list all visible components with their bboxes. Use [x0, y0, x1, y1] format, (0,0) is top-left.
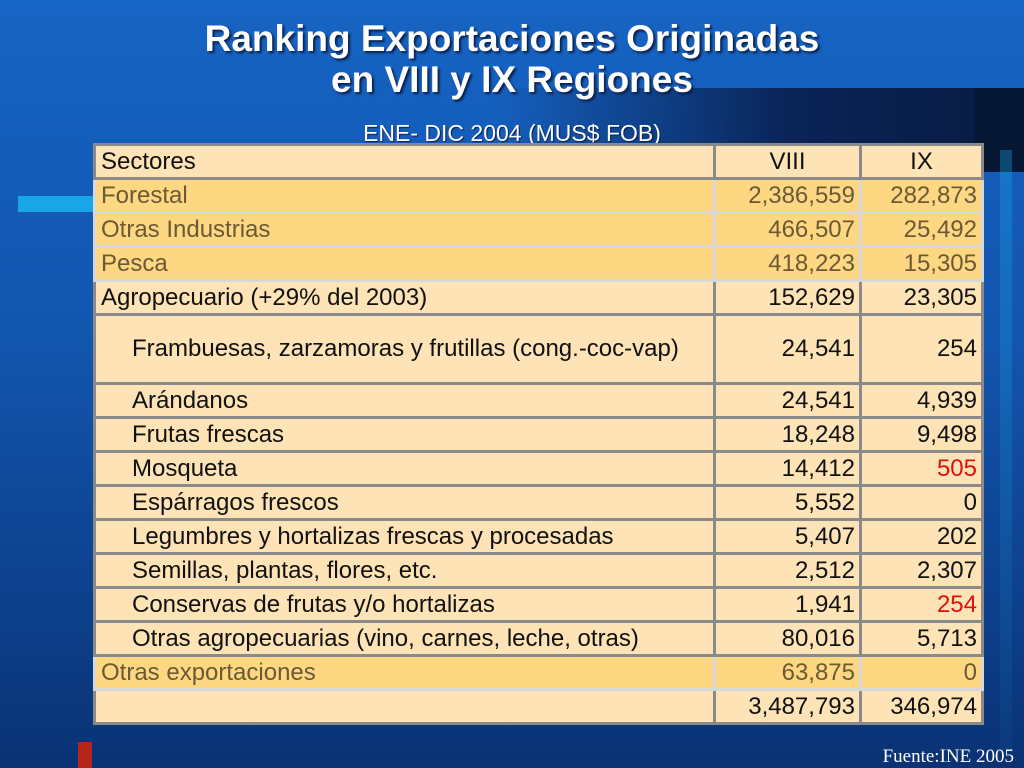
ix-cell: 0 [859, 654, 984, 691]
sector-cell: Semillas, plantas, flores, etc. [93, 552, 716, 589]
ix-total-cell: 346,974 [859, 688, 984, 725]
sector-cell: Otras exportaciones [93, 654, 716, 691]
viii-cell: 1,941 [713, 586, 862, 623]
viii-cell: 5,552 [713, 484, 862, 521]
ix-cell: 9,498 [859, 416, 984, 453]
viii-cell: 14,412 [713, 450, 862, 487]
table-row: Espárragos frescos 5,552 0 [93, 484, 984, 521]
ix-cell: 5,713 [859, 620, 984, 657]
decorative-red-block [78, 742, 92, 768]
table-row: Arándanos 24,541 4,939 [93, 382, 984, 419]
ix-cell: 2,307 [859, 552, 984, 589]
ix-cell: 254 [859, 586, 984, 623]
ix-cell: 25,492 [859, 211, 984, 248]
viii-total-cell: 3,487,793 [713, 688, 862, 725]
sector-cell: Frambuesas, zarzamoras y frutillas (cong… [93, 313, 716, 385]
viii-cell: 80,016 [713, 620, 862, 657]
decorative-cyan-stripe [1000, 150, 1012, 750]
decorative-dark-block [975, 88, 1024, 172]
table-row: Agropecuario (+29% del 2003) 152,629 23,… [93, 279, 984, 316]
viii-cell: 152,629 [713, 279, 862, 316]
ix-cell: 202 [859, 518, 984, 555]
sector-cell: Espárragos frescos [93, 484, 716, 521]
ix-cell: 4,939 [859, 382, 984, 419]
viii-cell: 2,386,559 [713, 177, 862, 214]
sector-cell [93, 688, 716, 725]
table-row: Forestal 2,386,559 282,873 [93, 177, 984, 214]
table-row: Mosqueta 14,412 505 [93, 450, 984, 487]
sector-cell: Frutas frescas [93, 416, 716, 453]
ix-cell: 505 [859, 450, 984, 487]
ix-cell: 282,873 [859, 177, 984, 214]
viii-cell: 466,507 [713, 211, 862, 248]
slide-subtitle: ENE- DIC 2004 (MUS$ FOB) [363, 120, 661, 146]
sector-cell: Mosqueta [93, 450, 716, 487]
viii-cell: 24,541 [713, 313, 862, 385]
header-sectores: Sectores [93, 143, 716, 180]
table-row: Conservas de frutas y/o hortalizas 1,941… [93, 586, 984, 623]
exports-table: Sectores VIII IX Forestal 2,386,559 282,… [93, 143, 984, 725]
viii-cell: 24,541 [713, 382, 862, 419]
sector-cell: Forestal [93, 177, 716, 214]
sector-cell: Arándanos [93, 382, 716, 419]
sector-cell: Conservas de frutas y/o hortalizas [93, 586, 716, 623]
table-row: Otras exportaciones 63,875 0 [93, 654, 984, 691]
viii-cell: 418,223 [713, 245, 862, 282]
title-line-1: Ranking Exportaciones Originadas [204, 18, 820, 59]
sector-cell: Otras agropecuarias (vino, carnes, leche… [93, 620, 716, 657]
viii-cell: 2,512 [713, 552, 862, 589]
header-ix: IX [859, 143, 984, 180]
table-row: Pesca 418,223 15,305 [93, 245, 984, 282]
header-viii: VIII [713, 143, 862, 180]
table-row: Frutas frescas 18,248 9,498 [93, 416, 984, 453]
table-row: Semillas, plantas, flores, etc. 2,512 2,… [93, 552, 984, 589]
ix-cell: 15,305 [859, 245, 984, 282]
ix-cell: 0 [859, 484, 984, 521]
decorative-cyan-bar [18, 196, 98, 212]
sector-cell: Pesca [93, 245, 716, 282]
decorative-dark-band [500, 88, 1024, 148]
viii-cell: 63,875 [713, 654, 862, 691]
ix-cell: 254 [859, 313, 984, 385]
table-row: Legumbres y hortalizas frescas y procesa… [93, 518, 984, 555]
table-header-row: Sectores VIII IX [93, 143, 984, 180]
sector-cell: Otras Industrias [93, 211, 716, 248]
table-row: Otras agropecuarias (vino, carnes, leche… [93, 620, 984, 657]
table-row: Frambuesas, zarzamoras y frutillas (cong… [93, 313, 984, 385]
ix-cell: 23,305 [859, 279, 984, 316]
sector-cell: Legumbres y hortalizas frescas y procesa… [93, 518, 716, 555]
viii-cell: 5,407 [713, 518, 862, 555]
table-row: Otras Industrias 466,507 25,492 [93, 211, 984, 248]
title-line-2: en VIII y IX Regiones [331, 59, 693, 100]
source-footnote: Fuente:INE 2005 [882, 746, 1014, 767]
slide-title: Ranking Exportaciones Originadas en VIII… [0, 18, 1024, 100]
table-total-row: 3,487,793 346,974 [93, 688, 984, 725]
viii-cell: 18,248 [713, 416, 862, 453]
sector-cell: Agropecuario (+29% del 2003) [93, 279, 716, 316]
